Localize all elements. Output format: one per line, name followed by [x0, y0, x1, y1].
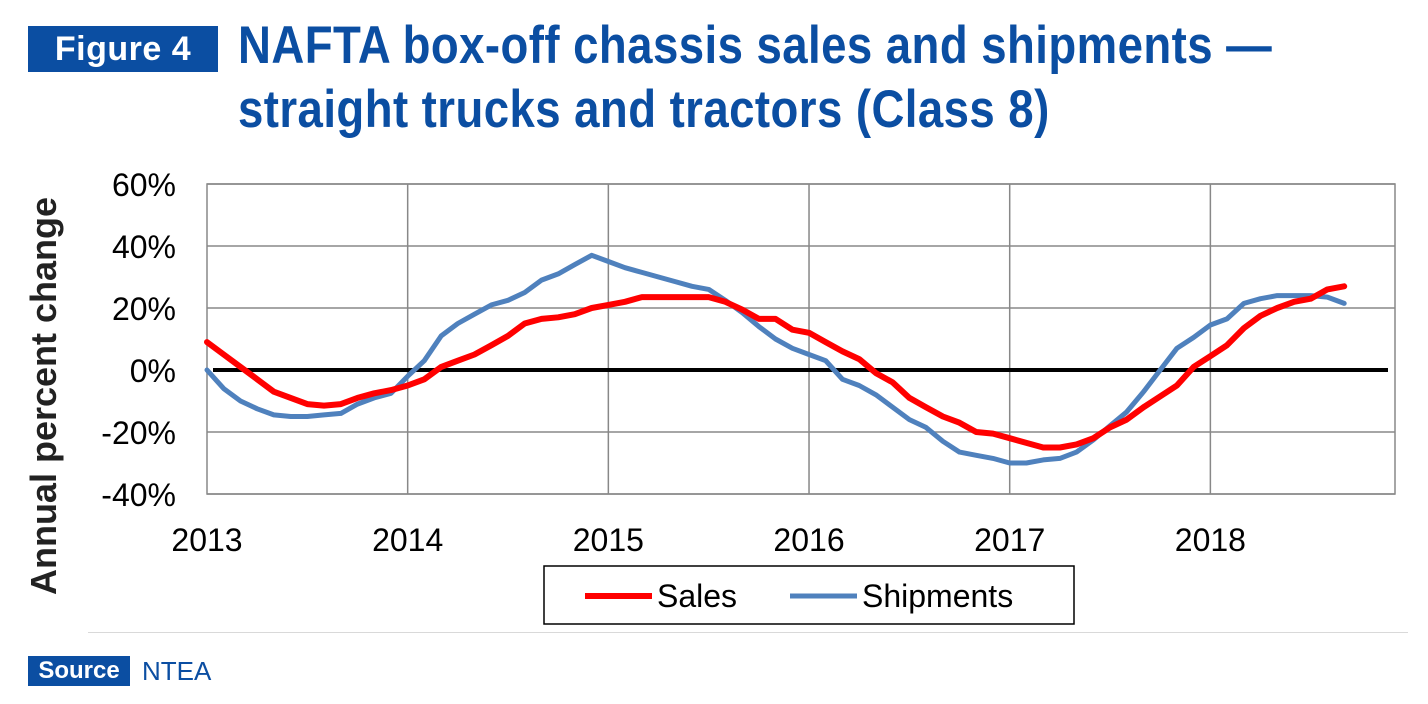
x-tick-label: 2017	[974, 522, 1045, 558]
figure-label: Figure 4	[28, 26, 218, 72]
legend-label-sales: Sales	[657, 578, 737, 614]
source-text: NTEA	[142, 656, 212, 686]
footer-divider	[88, 632, 1408, 633]
x-tick-label: 2016	[773, 522, 844, 558]
plot-frame	[206, 183, 1396, 495]
y-tick-label: 60%	[112, 167, 176, 203]
series-lines	[204, 252, 1348, 466]
legend-label-shipments: Shipments	[862, 578, 1013, 614]
x-tick-label: 2014	[372, 522, 443, 558]
chart-title-line-2: straight trucks and tractors (Class 8)	[238, 80, 1050, 139]
x-tick-label: 2015	[573, 522, 644, 558]
y-tick-label: 0%	[130, 353, 176, 389]
x-tick-label: 2018	[1175, 522, 1246, 558]
legend: Sales Shipments	[543, 565, 1075, 625]
y-tick-label: 40%	[112, 229, 176, 265]
series-line-sales	[204, 283, 1348, 451]
y-tick-labels: 60% 40% 20% 0% -20% -40%	[101, 167, 176, 513]
y-tick-label: -20%	[101, 415, 176, 451]
source-label: Source	[28, 656, 130, 686]
y-tick-label: -40%	[101, 477, 176, 513]
y-tick-label: 20%	[112, 291, 176, 327]
x-tick-label: 2013	[171, 522, 242, 558]
x-tick-labels: 2013 2014 2015 2016 2017 2018	[171, 522, 1246, 558]
grid-lines	[206, 183, 1396, 495]
y-axis-label: Annual percent change	[23, 197, 64, 595]
chart-title-line-1: NAFTA box-off chassis sales and shipment…	[238, 16, 1273, 75]
chart-title: NAFTA box-off chassis sales and shipment…	[238, 14, 1273, 142]
